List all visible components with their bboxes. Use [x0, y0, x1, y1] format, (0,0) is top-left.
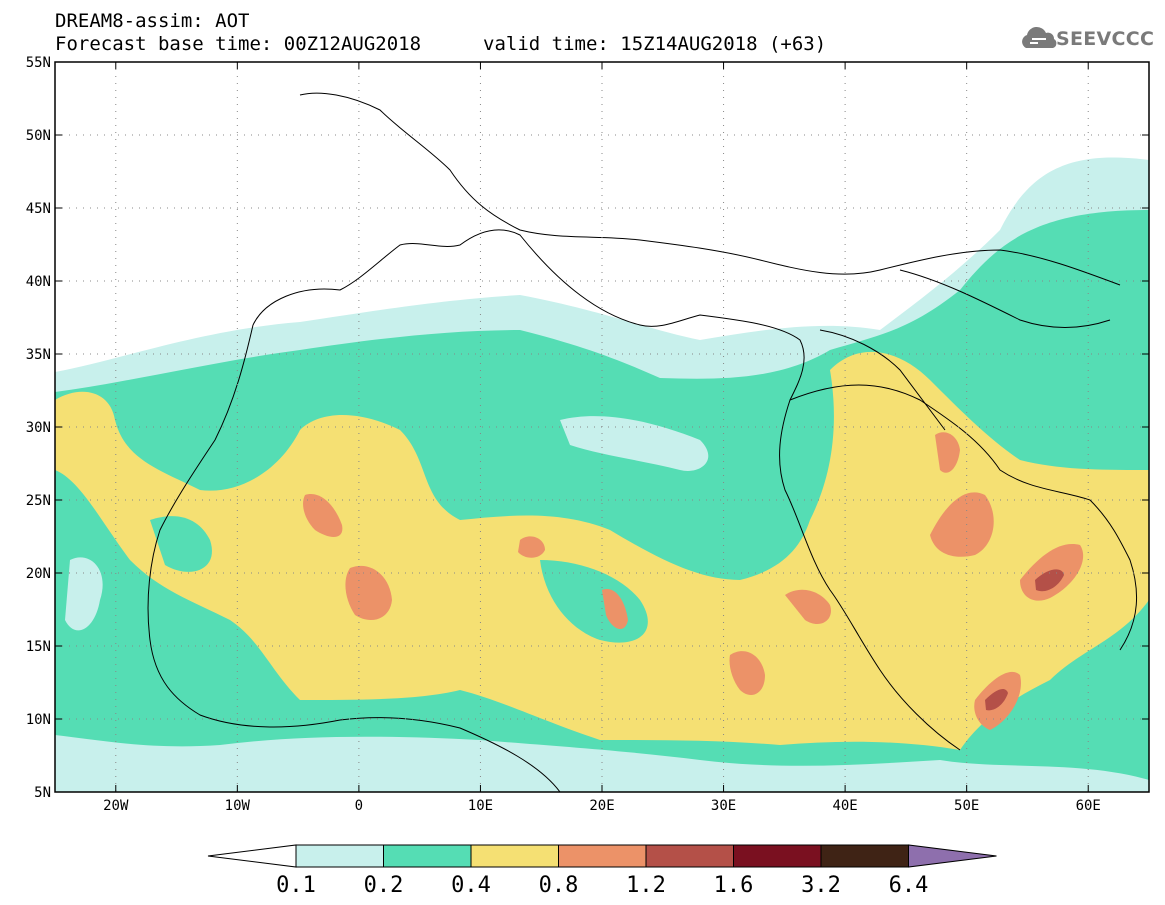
colorbar-label: 0.8	[539, 873, 579, 898]
aot-band-0-4	[55, 351, 1149, 750]
aot-patch-cyan-atlantic	[65, 557, 103, 631]
colorbar-segment	[820, 844, 909, 868]
lon-label: 60E	[1076, 798, 1101, 814]
lat-label: 25N	[26, 493, 51, 509]
colorbar-label: 1.2	[626, 873, 666, 898]
lat-label: 35N	[26, 347, 51, 363]
lat-label: 10N	[26, 712, 51, 728]
colorbar-segment	[295, 844, 384, 868]
colorbar-label: 3.2	[801, 873, 841, 898]
forecast-times: Forecast base time: 00Z12AUG2018 valid ti…	[55, 33, 826, 55]
colorbar-segment	[470, 844, 559, 868]
lat-label: 5N	[34, 785, 51, 801]
lon-label: 10W	[225, 798, 251, 814]
coastlines	[147, 92, 1138, 792]
colorbar-segment	[383, 844, 472, 868]
aot-patch-orange-iraq	[935, 432, 960, 473]
graticule	[55, 62, 1149, 792]
colorbar: 0.1 0.2 0.4 0.8 1.2 1.6 3.2 6.4	[207, 844, 997, 898]
latitude-axis: 55N 50N 45N 40N 35N 30N 25N 20N 15N 10N 5N	[26, 55, 1149, 801]
aot-patch-cyan-egypt	[560, 416, 709, 471]
base-time: Forecast base time: 00Z12AUG2018	[55, 33, 422, 55]
colorbar-label: 0.1	[276, 873, 316, 898]
lon-label: 20W	[103, 798, 129, 814]
aot-patch-darkred-somalia	[985, 689, 1008, 711]
aot-patch-green-sahara	[150, 516, 212, 572]
colorbar-label: 0.2	[364, 873, 404, 898]
aot-patch-orange-arabia	[930, 492, 994, 557]
lon-label: 40E	[832, 798, 857, 814]
aot-patch-darkred-oman	[1035, 569, 1064, 592]
aot-patch-orange-3	[518, 536, 545, 558]
lat-label: 20N	[26, 566, 51, 582]
colorbar-segment	[558, 844, 647, 868]
colorbar-segment	[733, 844, 822, 868]
logo-text: SEEVCCC	[1056, 28, 1155, 50]
lon-label: 50E	[954, 798, 979, 814]
lat-label: 50N	[26, 128, 51, 144]
colorbar-under-arrow	[207, 844, 297, 868]
lon-label: 20E	[589, 798, 614, 814]
valid-time: valid time: 15Z14AUG2018 (+63)	[483, 33, 827, 55]
colorbar-over-arrow	[908, 844, 997, 868]
aot-patch-orange-6	[785, 589, 831, 625]
map-title: DREAM8-assim: AOT	[55, 10, 250, 32]
colorbar-label: 0.4	[451, 873, 491, 898]
colorbar-segment	[645, 844, 734, 868]
longitude-axis: 20W 10W 0 10E 20E 30E 40E 50E 60E	[103, 62, 1101, 814]
cloud-logo-icon	[1022, 26, 1057, 48]
aot-patch-orange-1	[303, 494, 343, 537]
aot-patch-orange-2	[345, 565, 392, 620]
lat-label: 15N	[26, 639, 51, 655]
lat-label: 55N	[26, 55, 51, 71]
lon-label: 30E	[711, 798, 736, 814]
aot-patch-orange-5	[729, 651, 765, 695]
aot-field	[55, 157, 1149, 792]
lat-label: 30N	[26, 420, 51, 436]
colorbar-label: 1.6	[714, 873, 754, 898]
lat-label: 40N	[26, 274, 51, 290]
colorbar-label: 6.4	[889, 873, 929, 898]
lon-label: 10E	[468, 798, 493, 814]
lon-label: 0	[355, 798, 363, 814]
lat-label: 45N	[26, 201, 51, 217]
aot-patch-orange-4	[602, 589, 628, 630]
